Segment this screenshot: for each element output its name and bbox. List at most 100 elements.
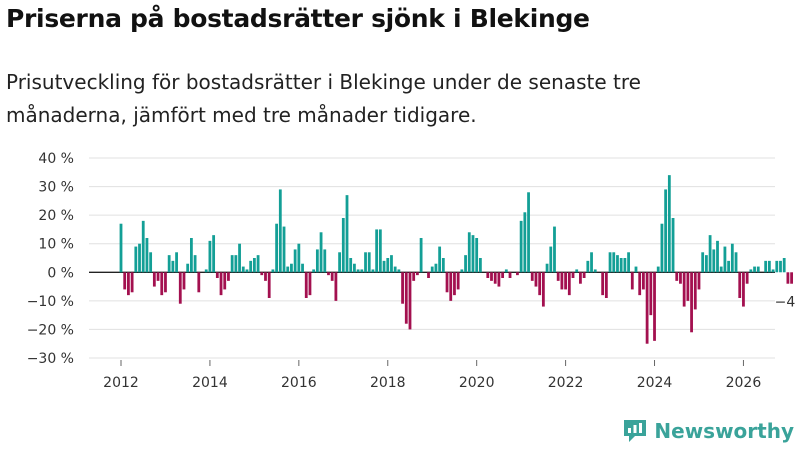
- bar: [312, 269, 316, 273]
- bar: [338, 252, 341, 273]
- bar: [193, 255, 197, 273]
- y-tick-label: −10 %: [27, 294, 74, 310]
- bar-layer: [119, 175, 794, 344]
- bar: [645, 272, 649, 344]
- bar: [345, 195, 349, 273]
- y-tick-label: 10 %: [38, 237, 74, 253]
- bar: [679, 272, 682, 284]
- bar: [197, 272, 201, 293]
- bar: [642, 272, 645, 290]
- y-tick-label: 0 %: [47, 265, 74, 281]
- bar: [790, 272, 794, 284]
- bar: [367, 252, 371, 273]
- bar: [782, 258, 786, 273]
- bar: [553, 226, 556, 273]
- grid-layer: [89, 157, 775, 366]
- bar: [497, 272, 501, 287]
- bar: [427, 272, 430, 278]
- bar: [523, 212, 527, 273]
- bar: [152, 272, 156, 287]
- bar: [478, 258, 482, 273]
- bar: [167, 255, 171, 273]
- bar: [664, 189, 668, 273]
- bar: [412, 272, 416, 281]
- bar: [682, 272, 686, 307]
- bar: [456, 272, 460, 290]
- bar: [323, 249, 327, 273]
- bar: [334, 272, 338, 301]
- bar: [149, 252, 153, 273]
- y-tick-label: 40 %: [38, 151, 74, 167]
- bar: [382, 260, 386, 273]
- bar: [753, 266, 756, 273]
- bar: [467, 232, 471, 273]
- bar: [719, 266, 723, 273]
- x-tick-label: 2024: [637, 375, 673, 391]
- bar: [775, 260, 779, 273]
- bar: [156, 272, 160, 281]
- bar: [371, 269, 375, 273]
- bar: [408, 272, 412, 330]
- bar: [315, 249, 319, 273]
- bar: [401, 272, 404, 304]
- bar: [693, 272, 697, 310]
- bar: [134, 246, 138, 273]
- bar: [730, 243, 734, 273]
- bar: [301, 263, 304, 273]
- brand-logo[interactable]: Newsworthy: [622, 418, 794, 444]
- bar: [582, 272, 586, 278]
- bar: [590, 252, 593, 273]
- bar: [386, 258, 390, 273]
- bar: [675, 272, 679, 281]
- bar: [341, 218, 345, 273]
- bar: [538, 272, 542, 296]
- bar: [619, 258, 623, 273]
- bar: [501, 272, 505, 278]
- bar: [716, 240, 719, 273]
- chart-title: Priserna på bostadsrätter sjönk i Blekin…: [6, 4, 590, 33]
- bar: [712, 249, 716, 273]
- bar: [130, 272, 134, 293]
- bar: [745, 272, 749, 284]
- bar: [434, 263, 438, 273]
- bar: [764, 260, 768, 273]
- bar: [416, 272, 419, 276]
- bar: [267, 272, 271, 298]
- bar: [230, 255, 234, 273]
- bar: [756, 266, 760, 273]
- bar: [245, 269, 249, 273]
- bar: [419, 238, 423, 273]
- bar: [256, 255, 260, 273]
- bar: [327, 272, 330, 276]
- bar: [356, 269, 360, 273]
- chart-subtitle: Prisutveckling för bostadsrätter i Bleki…: [6, 70, 641, 127]
- bar: [527, 192, 530, 273]
- bar: [393, 266, 397, 273]
- bar: [638, 272, 642, 296]
- bar: [541, 272, 545, 307]
- bar: [360, 269, 364, 273]
- bar: [319, 232, 323, 273]
- bar: [249, 260, 253, 273]
- bar: [767, 260, 771, 273]
- bar: [138, 243, 141, 273]
- bar: [227, 272, 230, 281]
- bar: [182, 272, 186, 290]
- x-tick-label: 2022: [548, 375, 584, 391]
- bar: [586, 260, 590, 273]
- bar: [549, 246, 553, 273]
- bar: [175, 252, 178, 273]
- bar: [449, 272, 453, 301]
- label-layer: −30 % −20 % −10 % 0 % 10 % 20 % 30 % 40 % 2012 20…: [27, 151, 800, 391]
- last-value-label: −4 %: [775, 295, 800, 311]
- bar: [534, 272, 538, 287]
- bar: [241, 266, 245, 273]
- brand-name: Newsworthy: [654, 419, 794, 443]
- bar: [404, 272, 408, 324]
- bar: [290, 263, 293, 273]
- bar: [219, 272, 223, 296]
- bar: [630, 272, 634, 290]
- bar: [208, 240, 212, 273]
- bar: [186, 263, 190, 273]
- bar: [779, 260, 782, 273]
